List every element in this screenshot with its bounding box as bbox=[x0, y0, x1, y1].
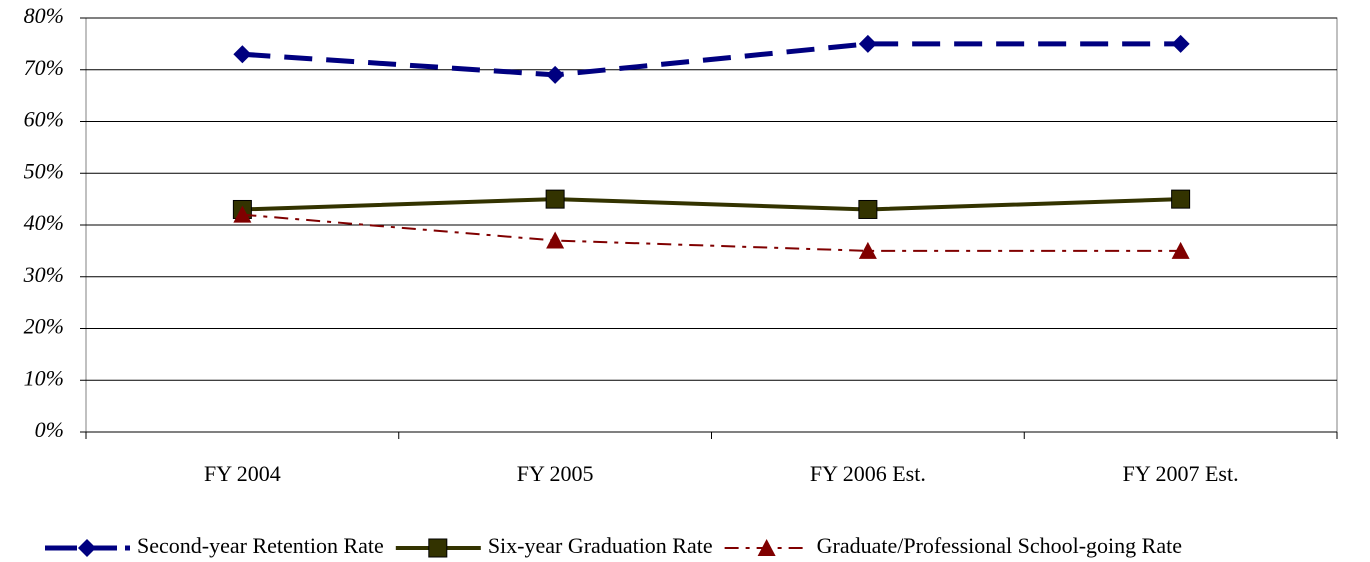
legend-label: Second-year Retention Rate bbox=[137, 533, 384, 558]
y-tick-label: 40% bbox=[24, 210, 64, 235]
y-tick-label: 30% bbox=[23, 262, 64, 287]
y-tick-label: 50% bbox=[24, 158, 64, 183]
marker bbox=[546, 65, 565, 84]
marker bbox=[233, 205, 252, 223]
legend-label: Six-year Graduation Rate bbox=[488, 533, 713, 558]
series-line bbox=[242, 213, 1181, 252]
marker bbox=[546, 231, 565, 249]
x-tick-label: FY 2005 bbox=[517, 461, 594, 486]
y-tick-label: 0% bbox=[35, 417, 64, 442]
x-tick-label: FY 2004 bbox=[204, 461, 281, 486]
x-tick-label: FY 2007 Est. bbox=[1123, 461, 1239, 486]
marker bbox=[428, 538, 448, 558]
marker bbox=[858, 241, 877, 259]
series-line bbox=[242, 197, 1181, 212]
series-line bbox=[242, 41, 1181, 78]
legend-label: Graduate/Professional School-going Rate bbox=[817, 533, 1182, 558]
marker bbox=[858, 199, 878, 219]
marker bbox=[757, 539, 776, 556]
marker bbox=[78, 539, 96, 557]
marker bbox=[858, 34, 877, 53]
marker bbox=[1171, 34, 1190, 53]
marker bbox=[1171, 241, 1190, 259]
marker bbox=[545, 189, 565, 209]
legend: Second-year Retention Rate Six-year Gradu… bbox=[45, 533, 1182, 558]
marker bbox=[233, 45, 252, 64]
y-tick-label: 70% bbox=[24, 55, 64, 80]
y-tick-label: 10% bbox=[24, 365, 64, 390]
x-tick-label: FY 2006 Est. bbox=[810, 461, 926, 486]
marker bbox=[1171, 189, 1191, 209]
y-tick-label: 80% bbox=[24, 3, 64, 28]
y-tick-label: 20% bbox=[24, 314, 64, 339]
y-tick-label: 60% bbox=[24, 107, 64, 132]
